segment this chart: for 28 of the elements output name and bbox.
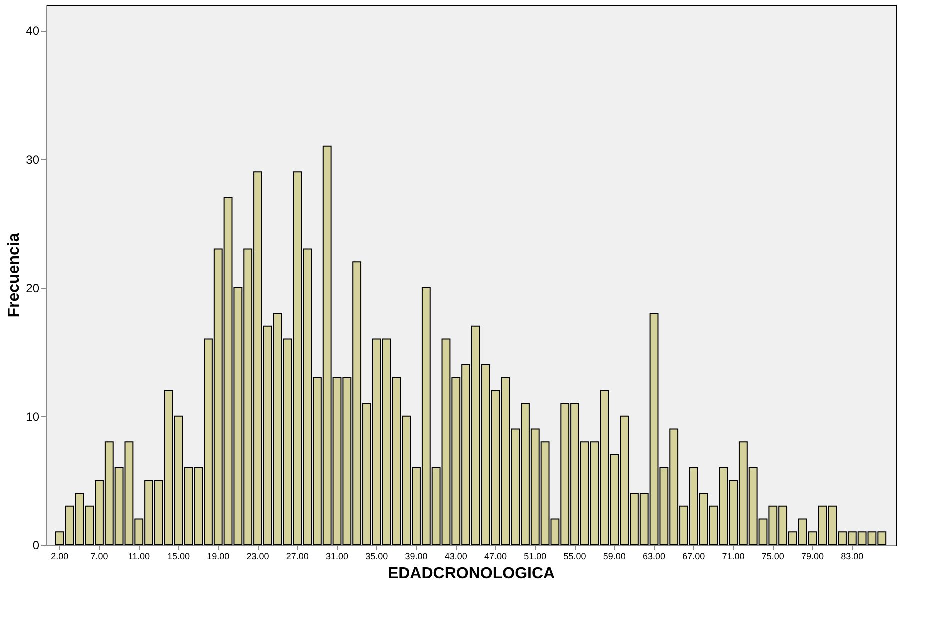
x-tick-label: 2.00 bbox=[51, 552, 69, 562]
x-tick-label: 11.00 bbox=[128, 552, 150, 562]
x-tick-label: 47.00 bbox=[484, 552, 508, 562]
y-tick-label: 40 bbox=[26, 24, 40, 38]
x-tick-label: 23.00 bbox=[246, 552, 270, 562]
x-tick-label: 39.00 bbox=[405, 552, 428, 562]
y-tick-label: 10 bbox=[26, 410, 40, 424]
x-tick-label: 7.00 bbox=[90, 552, 108, 562]
x-tick-label: 75.00 bbox=[762, 552, 784, 562]
x-tick-label: 59.00 bbox=[603, 552, 626, 562]
x-tick-label: 83.00 bbox=[841, 552, 864, 562]
y-tick-label: 20 bbox=[26, 281, 40, 296]
x-tick-label: 71.00 bbox=[722, 552, 745, 562]
x-axis-title: EDADCRONOLOGICA bbox=[388, 566, 556, 582]
x-tick-label: 67.00 bbox=[682, 552, 706, 562]
x-tick-label: 55.00 bbox=[564, 552, 586, 562]
x-tick-label: 35.00 bbox=[366, 552, 388, 562]
x-tick-label: 51.00 bbox=[524, 552, 547, 562]
x-tick-label: 27.00 bbox=[286, 552, 309, 562]
x-tick-label: 19.00 bbox=[207, 552, 230, 562]
x-tick-label: 79.00 bbox=[802, 552, 824, 562]
x-tick-label: 63.00 bbox=[643, 552, 666, 562]
y-tick-label: 30 bbox=[26, 152, 40, 167]
x-tick-label: 15.00 bbox=[167, 552, 190, 562]
x-tick-label: 43.00 bbox=[444, 552, 468, 562]
y-axis-title: Frecuencia bbox=[6, 233, 24, 318]
y-tick-label: 0 bbox=[32, 538, 40, 552]
x-tick-label: 31.00 bbox=[326, 552, 349, 562]
